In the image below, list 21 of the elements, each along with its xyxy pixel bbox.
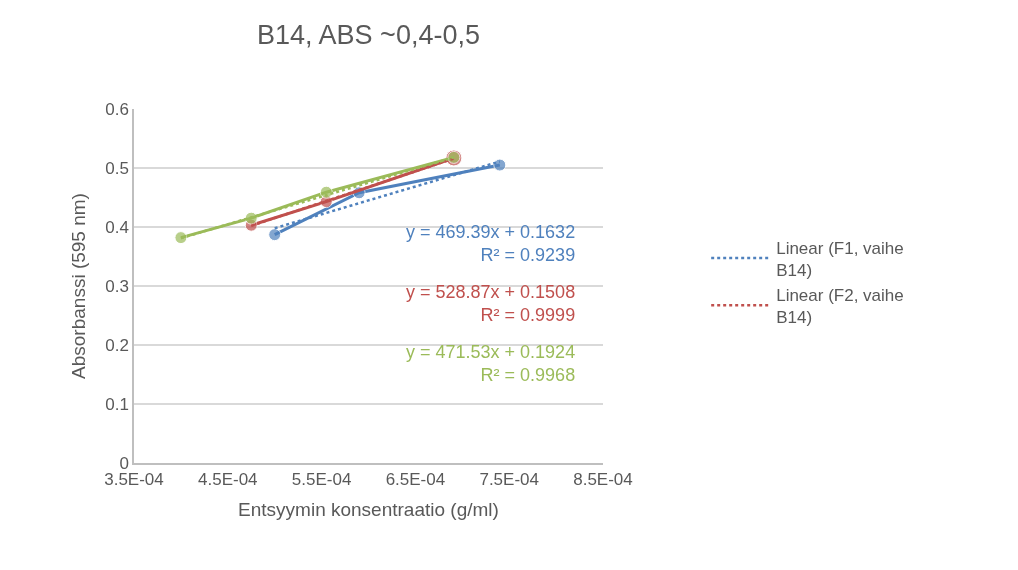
x-tick-label: 3.5E-04 [104, 470, 164, 490]
x-axis-title: Entsyymin konsentraatio (g/ml) [238, 499, 499, 521]
y-tick-label: 0.1 [105, 394, 129, 414]
y-tick-label: 0.4 [105, 217, 129, 237]
y-tick-label: 0.6 [105, 99, 129, 119]
y-axis-title: Absorbanssi (595 nm) [67, 193, 89, 379]
x-tick-label: 7.5E-04 [479, 470, 539, 490]
y-tick-label: 0.5 [105, 158, 129, 178]
annotation: y = 528.87x + 0.1508 R² = 0.9999 [406, 282, 576, 326]
x-tick-label: 5.5E-04 [291, 470, 352, 490]
legend-label: Linear (F2, vaihe B14) [776, 285, 904, 327]
y-tick-label: 0.2 [105, 335, 129, 355]
x-tick-label: 4.5E-04 [198, 470, 258, 490]
annotation: y = 469.39x + 0.1632 R² = 0.9239 [406, 222, 576, 266]
y-tick-label: 0 [119, 453, 129, 473]
annotation: y = 471.53x + 0.1924 R² = 0.9968 [406, 342, 576, 386]
legend-label: Linear (F1, vaihe B14) [776, 238, 904, 280]
x-tick-label: 6.5E-04 [385, 470, 446, 490]
y-tick-label: 0.3 [105, 276, 129, 296]
x-tick-label: 8.5E-04 [573, 470, 633, 490]
chart-title: B14, ABS ~0,4-0,5 [257, 19, 480, 50]
